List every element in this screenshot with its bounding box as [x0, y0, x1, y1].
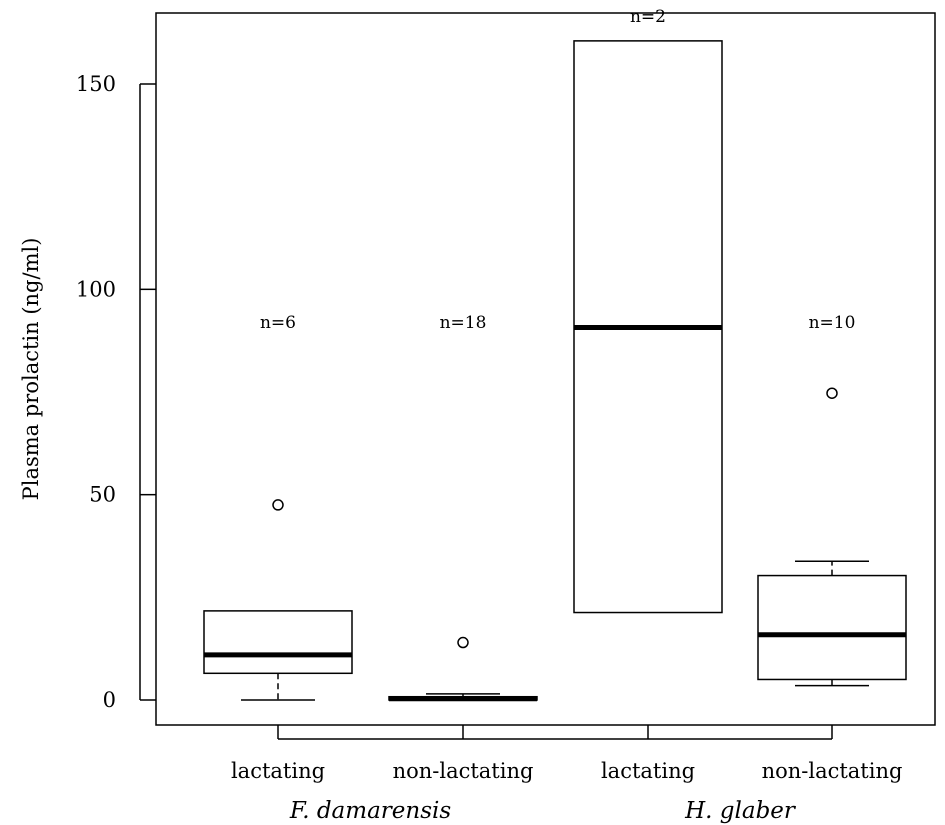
y-tick-label-0: 0 [103, 688, 116, 712]
outlier-point-0 [272, 499, 284, 511]
outlier-point-0 [826, 387, 838, 399]
box-1 [388, 636, 538, 702]
n-label-1: n=18 [440, 313, 487, 333]
n-label-2: n=2 [630, 7, 666, 27]
boxes [203, 40, 907, 702]
x-tick-label-2: lactating [601, 759, 695, 783]
x-tick-label-0: lactating [231, 759, 325, 783]
n-label-3: n=10 [809, 313, 856, 333]
box-0 [203, 499, 353, 701]
y-axis: 0 50 100 150 [76, 72, 156, 712]
group-label-0: F. damarensis [289, 798, 452, 824]
n-labels: n=6 n=18 n=2 n=10 [260, 7, 855, 333]
y-axis-label: Plasma prolactin (ng/ml) [19, 238, 43, 501]
box-3 [757, 387, 907, 687]
x-tick-label-3: non-lactating [762, 759, 903, 783]
x-axis: lactating non-lactating lactating non-lacta… [231, 725, 902, 824]
y-tick-label-50: 50 [89, 483, 116, 507]
x-tick-label-1: non-lactating [393, 759, 534, 783]
outlier-point-0 [457, 636, 469, 649]
plot-frame [155, 12, 936, 726]
y-tick-label-150: 150 [76, 72, 116, 96]
n-label-0: n=6 [260, 313, 296, 333]
group-label-1: H. glaber [684, 798, 797, 824]
box-rect [757, 574, 907, 681]
y-tick-label-100: 100 [76, 277, 116, 301]
box-rect [203, 610, 353, 675]
box-2 [573, 40, 723, 614]
